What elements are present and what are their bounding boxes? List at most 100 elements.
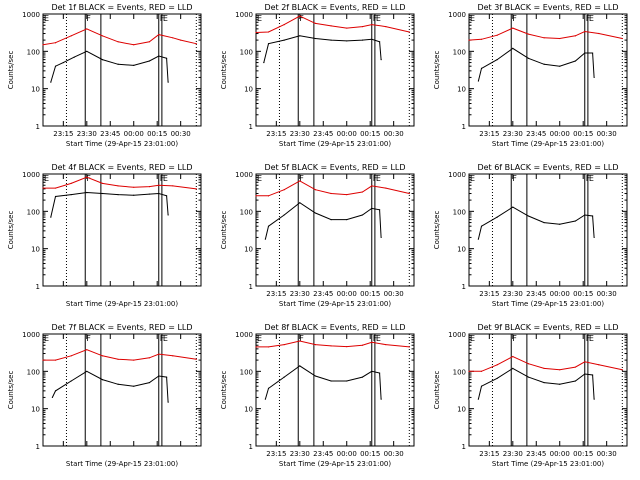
- events-data-point: [148, 381, 150, 384]
- y-tick-label: 1: [462, 123, 466, 131]
- lld-data-point: [330, 25, 332, 27]
- events-data-point: [264, 398, 266, 400]
- plot-frame: [468, 13, 628, 127]
- lld-data-point: [117, 358, 119, 360]
- x-axis-label: Start Time (29-Apr-15 23:01:00): [66, 300, 178, 308]
- events-data-point: [267, 43, 270, 45]
- lld-data-point: [371, 185, 373, 187]
- lld-data-point: [299, 180, 301, 182]
- x-tick-label: 00:00: [550, 290, 570, 298]
- lld-data-point: [101, 35, 104, 37]
- events-data-point: [593, 236, 595, 239]
- x-tick-label: 23:45: [526, 130, 546, 138]
- y-tick-label: 1000: [235, 11, 253, 19]
- panel-title: Det 5f BLACK = Events, RED = LLD: [264, 163, 405, 172]
- events-data-point: [584, 373, 586, 375]
- events-data-point: [70, 194, 72, 196]
- time-marker-label: E: [44, 14, 49, 23]
- lld-data-point: [180, 39, 182, 41]
- events-data-point: [283, 376, 285, 378]
- plot-frame: [42, 13, 202, 127]
- y-tick-label: 10: [244, 406, 253, 414]
- events-data-point: [283, 214, 285, 216]
- events-series-line: [477, 47, 595, 82]
- events-data-point: [378, 41, 381, 43]
- events-series-line: [50, 50, 169, 83]
- y-tick-label: 1000: [448, 331, 466, 339]
- lld-data-point: [54, 42, 57, 44]
- lld-data-point: [361, 191, 363, 193]
- x-tick-label: 23:15: [266, 130, 286, 138]
- events-data-point: [86, 50, 88, 52]
- events-data-point: [477, 80, 479, 82]
- lld-data-point: [283, 344, 285, 346]
- y-tick-label: 10: [31, 86, 40, 94]
- plot-frame: [255, 333, 415, 447]
- lld-data-point: [314, 344, 317, 346]
- events-series-line: [263, 35, 382, 63]
- lld-data-point: [480, 38, 483, 40]
- time-marker-label: E: [257, 14, 262, 23]
- lld-data-point: [480, 370, 483, 372]
- events-data-point: [543, 381, 545, 384]
- x-tick-label: 00:15: [360, 290, 380, 298]
- lld-data-point: [117, 185, 119, 187]
- events-data-point: [496, 216, 498, 218]
- x-tick-label: 00:15: [147, 130, 167, 138]
- y-tick-label: 1: [36, 443, 40, 451]
- time-marker-label: E: [589, 334, 594, 343]
- events-data-point: [480, 385, 483, 387]
- events-data-point: [512, 367, 514, 369]
- lld-data-point: [299, 15, 301, 17]
- lld-data-point: [346, 345, 348, 348]
- panel-title: Det 8f BLACK = Events, RED = LLD: [264, 323, 405, 332]
- lld-data-point: [408, 31, 410, 33]
- x-tick-label: 23:15: [266, 450, 286, 458]
- time-marker-label: E: [589, 174, 594, 183]
- events-data-point: [264, 238, 266, 240]
- events-data-point: [117, 383, 119, 385]
- time-marker-label: E: [163, 174, 168, 183]
- x-tick-label: 23:45: [313, 450, 333, 458]
- events-series-line: [264, 202, 382, 240]
- events-data-point: [86, 191, 88, 194]
- time-marker-label: E: [163, 334, 168, 343]
- events-data-point: [117, 194, 119, 196]
- y-tick-label: 1000: [22, 331, 40, 339]
- lld-data-point: [512, 27, 514, 29]
- x-tick-label: 23:45: [313, 290, 333, 298]
- y-tick-label: 10: [457, 246, 466, 254]
- x-tick-label: 23:45: [313, 130, 333, 138]
- lld-series-line: [42, 28, 197, 46]
- time-marker-label: F: [299, 14, 304, 23]
- events-data-point: [496, 377, 498, 379]
- events-data-point: [380, 398, 382, 400]
- x-tick-label: 23:15: [479, 290, 499, 298]
- events-data-point: [73, 56, 75, 58]
- lld-data-point: [574, 35, 576, 37]
- y-axis-label: Counts/sec: [433, 371, 441, 410]
- events-data-point: [133, 64, 135, 66]
- lld-data-point: [158, 184, 160, 186]
- y-tick-label: 100: [240, 368, 253, 376]
- lld-data-point: [371, 24, 373, 26]
- plot-frame: [42, 333, 202, 447]
- y-axis-label: Counts/sec: [7, 51, 15, 90]
- lld-data-point: [70, 35, 72, 37]
- x-tick-label: 23:15: [266, 290, 286, 298]
- time-marker-label: E: [470, 14, 475, 23]
- lld-data-point: [267, 195, 270, 197]
- lld-data-point: [314, 189, 317, 191]
- y-tick-label: 1: [36, 123, 40, 131]
- lld-data-point: [512, 355, 514, 358]
- plot-frame: [255, 13, 415, 127]
- events-data-point: [267, 387, 270, 389]
- time-marker-label: E: [589, 14, 594, 23]
- lld-data-point: [361, 25, 363, 28]
- lld-data-point: [267, 31, 270, 33]
- chart-panel: Det 9f BLACK = Events, RED = LLD Counts/s…: [433, 323, 628, 468]
- events-data-point: [101, 379, 104, 381]
- time-marker-label: E: [376, 174, 381, 183]
- y-tick-label: 1: [249, 123, 253, 131]
- lld-data-point: [172, 355, 174, 357]
